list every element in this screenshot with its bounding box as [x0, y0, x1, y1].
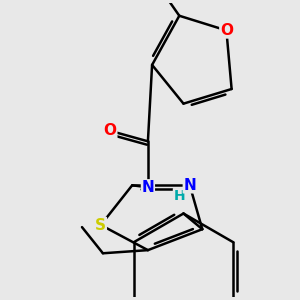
Text: S: S — [95, 218, 106, 232]
Text: H: H — [173, 189, 185, 203]
Text: N: N — [183, 178, 196, 193]
Text: N: N — [142, 180, 154, 195]
Text: O: O — [220, 23, 233, 38]
Text: O: O — [104, 123, 117, 138]
